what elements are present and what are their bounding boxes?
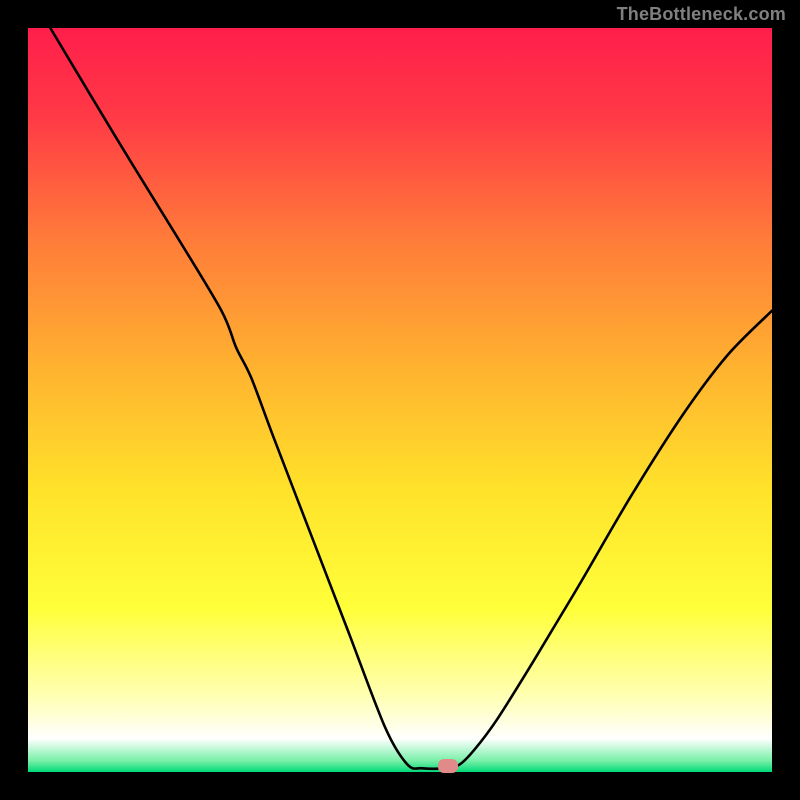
- chart-background-gradient: [28, 28, 772, 772]
- optimal-point-marker: [438, 759, 458, 773]
- chart-svg: [28, 28, 772, 772]
- chart-plot-area: [28, 28, 772, 772]
- watermark-label: TheBottleneck.com: [617, 4, 786, 25]
